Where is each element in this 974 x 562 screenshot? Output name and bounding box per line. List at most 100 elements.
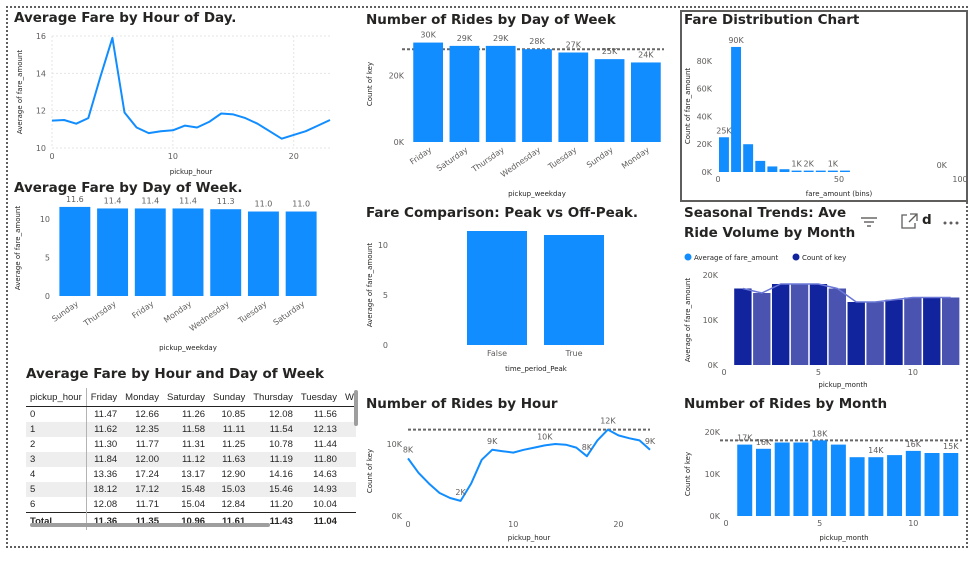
- x-axis-title: pickup_hour: [508, 534, 551, 542]
- chart-weekday-rides: 0K 20K Count of key pickup_weekday 30K Friday…: [366, 31, 664, 198]
- table-row[interactable]: 3 11.84 12.00 11.12 11.63 11.19 11.80: [26, 452, 356, 467]
- table-cell: 11.47: [94, 409, 118, 420]
- bar: [594, 59, 625, 143]
- table-cell: 12.00: [121, 452, 163, 467]
- visual-hour-fare[interactable]: Average Fare by Hour of Day. 10 12 14 16 Ave…: [14, 10, 334, 180]
- column-header[interactable]: Saturday: [162, 388, 210, 407]
- y-tick-label: 0K: [392, 512, 403, 521]
- table-cell: 10.85: [221, 409, 246, 420]
- table-cell: 12.13: [296, 422, 341, 437]
- row-header-cell: 2: [26, 437, 87, 452]
- matrix-table[interactable]: pickup_hour Friday Monday Saturday Sunday Thu…: [26, 388, 356, 532]
- column-header[interactable]: Sunday: [209, 388, 250, 407]
- visual-title: Number of Rides by Hour: [366, 396, 558, 412]
- y-axis-title: Average of fare_amount: [366, 243, 374, 327]
- column-header[interactable]: Tuesday: [296, 388, 341, 407]
- visual-weekday-fare[interactable]: Average Fare by Day of Week. 0 5 10 Average…: [14, 180, 334, 360]
- bar: [59, 206, 91, 296]
- table-cell: 11.58: [162, 422, 210, 437]
- y-tick-label: 80K: [697, 57, 713, 66]
- bar: [866, 302, 884, 365]
- y-tick-label: 5: [45, 254, 50, 263]
- more-options-icon[interactable]: [940, 211, 962, 231]
- table-vertical-scrollbar[interactable]: [354, 390, 358, 426]
- y-tick-label: 20K: [697, 140, 713, 149]
- y-axis-title: Count of key: [366, 449, 374, 493]
- x-tick-label: Sunday: [50, 299, 80, 324]
- table-row[interactable]: 1 11.62 12.35 11.58 11.11 11.54 12.13: [26, 422, 356, 437]
- table-cell: 11.54: [249, 422, 297, 437]
- x-tick-label: Monday: [162, 299, 193, 325]
- x-tick-label: 0: [715, 175, 720, 184]
- y-tick-label: 10K: [705, 470, 721, 479]
- table-cell: 14.16: [269, 469, 293, 480]
- column-header[interactable]: Monday: [121, 388, 163, 407]
- table-row[interactable]: 5 18.12 17.12 15.48 15.03 15.46 14.93: [26, 482, 356, 497]
- table-cell: 12.35: [121, 422, 163, 437]
- table-cell: 15.03: [209, 482, 250, 497]
- data-label: 2K: [803, 160, 814, 169]
- bar: [887, 455, 903, 516]
- filter-icon[interactable]: [858, 212, 880, 232]
- table-cell: [341, 437, 356, 452]
- table-cell: 10.78: [269, 439, 293, 450]
- x-tick-label: 20: [289, 152, 299, 161]
- bar: [793, 442, 809, 516]
- x-axis-title: pickup_weekday: [508, 190, 566, 198]
- bar: [485, 45, 516, 143]
- visual-seasonal-trends[interactable]: Seasonal Trends: Ave Ride Volume by Mont…: [684, 205, 966, 390]
- visual-fare-distribution[interactable]: Fare Distribution Chart 0K 20K 40K 60K 80K Co…: [684, 12, 966, 200]
- row-header-cell: 1: [26, 422, 87, 437]
- table-row[interactable]: 0 11.47 12.66 11.26 10.85 12.08 11.56: [26, 406, 356, 422]
- total-cell: 11.43: [249, 512, 297, 530]
- column-header[interactable]: Thursday: [249, 388, 297, 407]
- table-horizontal-scrollbar[interactable]: [30, 523, 270, 527]
- x-tick-label: 0: [49, 152, 54, 161]
- x-tick-label: Monday: [620, 145, 651, 171]
- bar: [753, 293, 771, 365]
- total-cell: 10.96: [162, 512, 210, 530]
- visual-weekday-rides[interactable]: Number of Rides by Day of Week 0K 20K Coun…: [366, 12, 676, 202]
- total-cell: [340, 512, 356, 530]
- table-cell: 11.30: [94, 439, 118, 450]
- focus-mode-icon[interactable]: [898, 211, 920, 231]
- column-header[interactable]: pickup_hour: [26, 388, 87, 407]
- table-header-row: pickup_hour Friday Monday Saturday Sunday Thu…: [26, 388, 356, 407]
- x-tick-label: 5: [817, 519, 822, 528]
- table-cell: 11.20: [269, 499, 293, 510]
- chart-hour-rides: 0K 10K Count of key pickup_hour 0 10 20 8K 2K 9K 1…: [366, 417, 656, 542]
- data-label: 11.4: [104, 196, 122, 205]
- bar: [737, 444, 753, 516]
- visual-peak-comparison[interactable]: Fare Comparison: Peak vs Off-Peak. Avera…: [366, 205, 676, 380]
- chart-peak: Average of fare_amount time_period_Peak 0 5…: [366, 231, 604, 373]
- data-label: 16K: [756, 438, 772, 447]
- visual-title-line2: Ride Volume by Month: [684, 225, 856, 241]
- table-row[interactable]: 4 13.36 17.24 13.17 12.90 14.16 14.63: [26, 467, 356, 482]
- selected-visual-border: [680, 10, 968, 202]
- table-cell: 11.31: [181, 439, 206, 450]
- total-cell: 11.04: [296, 512, 341, 530]
- visual-month-rides[interactable]: Number of Rides by Month 0K 10K 20K Count o…: [684, 396, 966, 546]
- table-cell: [341, 467, 356, 482]
- x-axis-title: pickup_month: [819, 534, 868, 542]
- x-tick-label: Saturday: [435, 145, 470, 173]
- series-line: [742, 283, 951, 303]
- y-tick-label: 20K: [705, 428, 721, 437]
- y-tick-label: 10K: [387, 440, 403, 449]
- y-tick-label: 10: [378, 241, 388, 250]
- x-axis-title: pickup_month: [818, 381, 867, 389]
- visual-table-title-wrap: Average Fare by Hour and Day of Week: [26, 366, 356, 386]
- table-row[interactable]: 2 11.30 11.77 11.31 11.25 10.78 11.44: [26, 437, 356, 452]
- x-tick-label: 20: [613, 520, 623, 529]
- visual-hour-rides[interactable]: Number of Rides by Hour 0K 10K Count of ke…: [366, 396, 676, 546]
- table-row[interactable]: 6 12.08 11.71 15.04 12.84 11.20 10.04: [26, 497, 356, 513]
- column-header[interactable]: W: [340, 388, 356, 407]
- data-label: 11.0: [292, 200, 310, 209]
- data-label: 30K: [420, 31, 436, 40]
- visual-title: Average Fare by Day of Week.: [14, 180, 243, 196]
- column-header[interactable]: Friday: [86, 388, 122, 407]
- y-tick-label: 10: [40, 215, 50, 224]
- x-axis-title: fare_amount (bins): [806, 190, 873, 198]
- table-cell: 15.04: [181, 499, 206, 510]
- y-tick-label: 0: [383, 341, 388, 350]
